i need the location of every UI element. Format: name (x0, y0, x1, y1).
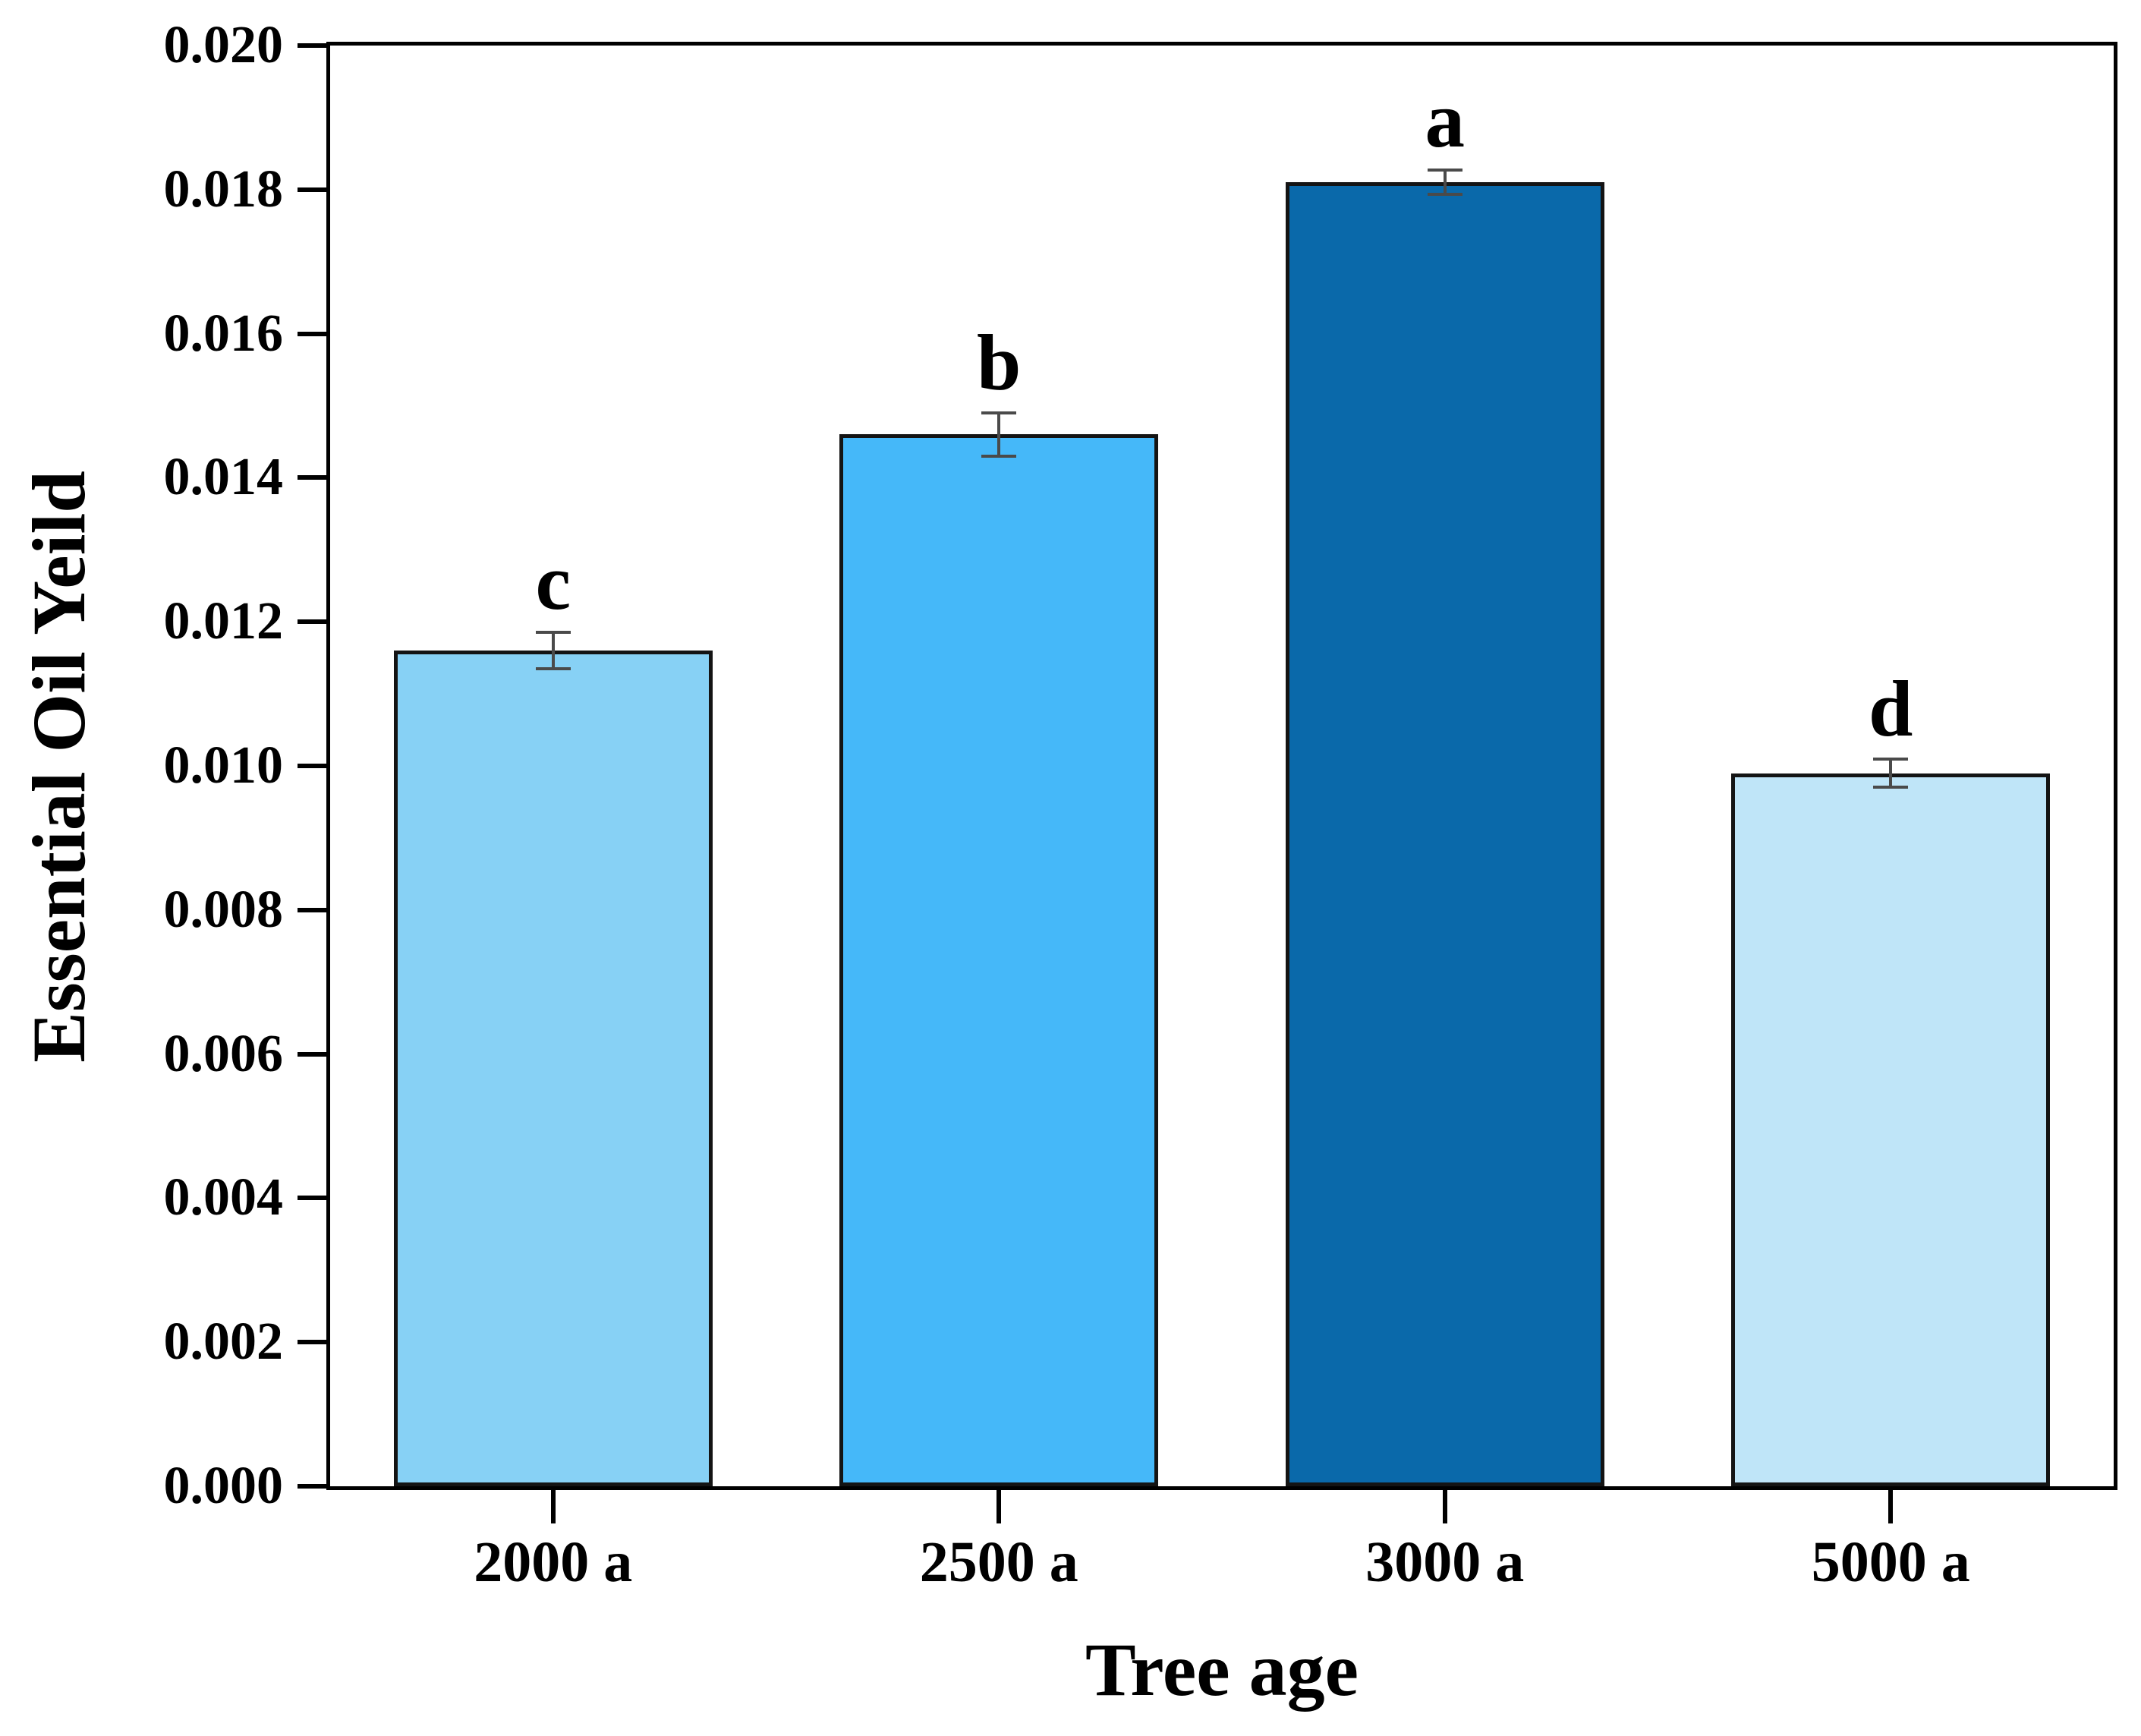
error-bar-line-3000-a (1443, 170, 1447, 195)
y-tick-0.014 (298, 475, 326, 480)
error-bar-line-2000-a (551, 632, 555, 669)
bar-5000-a (1731, 773, 2051, 1486)
y-tick-0.008 (298, 907, 326, 912)
y-tick-label-0.006: 0.006 (163, 1024, 284, 1083)
error-bar-line-2500-a (997, 413, 1001, 456)
error-bar-cap-bottom-3000-a (1427, 193, 1462, 197)
sig-letter-3000-a: a (1425, 75, 1466, 165)
bar-3000-a (1285, 182, 1604, 1486)
y-tick-0.018 (298, 187, 326, 192)
x-tick-3000-a (1442, 1490, 1447, 1523)
sig-letter-5000-a: d (1869, 663, 1913, 753)
error-bar-cap-top-5000-a (1873, 757, 1909, 761)
y-tick-0.006 (298, 1051, 326, 1057)
y-tick-label-0.004: 0.004 (163, 1168, 284, 1227)
x-tick-label-3000-a: 3000 a (1365, 1530, 1525, 1594)
y-tick-label-0.000: 0.000 (163, 1457, 284, 1515)
x-tick-label-2000-a: 2000 a (474, 1530, 633, 1594)
error-bar-cap-top-2500-a (981, 411, 1017, 414)
y-tick-0.010 (298, 764, 326, 768)
y-tick-label-0.012: 0.012 (163, 592, 284, 651)
error-bar-cap-bottom-5000-a (1873, 786, 1909, 789)
y-tick-label-0.010: 0.010 (163, 736, 284, 795)
y-tick-label-0.014: 0.014 (163, 448, 284, 507)
y-tick-0.002 (298, 1340, 326, 1345)
error-bar-cap-bottom-2500-a (981, 454, 1017, 458)
x-tick-2500-a (997, 1490, 1002, 1523)
plot-layer: c 2000 a b 2500 a a 3000 a d 5000 a 0.000 0.002 0.… (164, 19, 2114, 1591)
y-tick-0.004 (298, 1196, 326, 1201)
y-axis-title: Essential Oil Yeild (17, 471, 101, 1063)
y-tick-0.000 (298, 1484, 326, 1489)
y-tick-0.020 (298, 43, 326, 48)
x-axis-title: Tree age (1085, 1627, 1359, 1712)
y-tick-0.012 (298, 619, 326, 625)
y-tick-label-0.018: 0.018 (163, 159, 284, 219)
error-bar-cap-top-2000-a (535, 631, 571, 635)
y-tick-label-0.008: 0.008 (163, 880, 284, 939)
error-bar-cap-bottom-2000-a (535, 666, 571, 670)
error-bar-line-5000-a (1889, 758, 1893, 788)
y-tick-label-0.020: 0.020 (163, 16, 284, 74)
sig-letter-2000-a: c (535, 537, 571, 627)
y-tick-label-0.016: 0.016 (163, 304, 284, 363)
bar-2500-a (839, 434, 1159, 1486)
error-bar-cap-top-3000-a (1427, 169, 1462, 172)
bar-2000-a (393, 651, 713, 1486)
sig-letter-2500-a: b (977, 318, 1022, 407)
x-tick-label-5000-a: 5000 a (1811, 1530, 1970, 1594)
x-tick-label-2500-a: 2500 a (919, 1530, 1078, 1594)
x-tick-5000-a (1888, 1490, 1894, 1523)
y-tick-0.016 (298, 331, 326, 336)
y-tick-label-0.002: 0.002 (163, 1312, 284, 1372)
x-tick-2000-a (550, 1490, 556, 1523)
